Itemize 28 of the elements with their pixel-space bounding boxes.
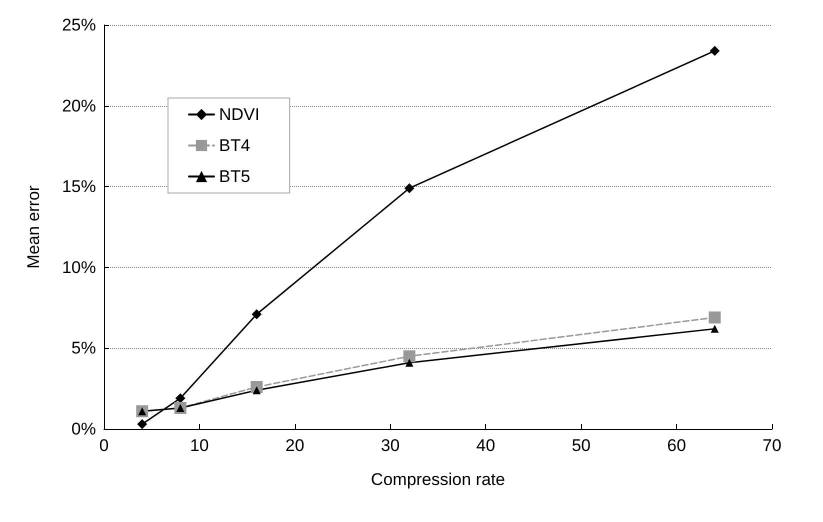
x-tick-label: 0 [99, 436, 109, 455]
point [404, 183, 414, 194]
point [708, 311, 721, 324]
point [403, 350, 416, 362]
legend-label: BT4 [219, 136, 250, 155]
point [710, 324, 719, 333]
y-tick-label: 0% [71, 420, 96, 438]
point [252, 309, 262, 320]
point [405, 358, 414, 367]
x-tick-label: 10 [190, 436, 209, 455]
x-tick-label: 50 [572, 436, 591, 455]
legend-label: BT5 [219, 167, 250, 186]
x-tick-label: 60 [667, 436, 686, 455]
point [175, 393, 186, 404]
x-tick-label: 20 [285, 436, 304, 455]
y-tick-label: 10% [62, 258, 96, 277]
x-tick-label: 70 [762, 436, 782, 455]
legend-label: NDVI [219, 105, 260, 124]
x-tick-label: 40 [476, 436, 496, 455]
x-tick-label: 30 [380, 436, 400, 455]
y-tick-label: 5% [71, 338, 96, 358]
y-tick-label: 15% [62, 177, 96, 196]
y-tick-label: 25% [62, 16, 96, 34]
point [137, 419, 148, 430]
y-tick-label: 20% [62, 96, 96, 116]
y-axis-title: Mean error [24, 185, 43, 269]
x-axis-title: Compression rate [370, 470, 506, 489]
point [710, 46, 720, 56]
